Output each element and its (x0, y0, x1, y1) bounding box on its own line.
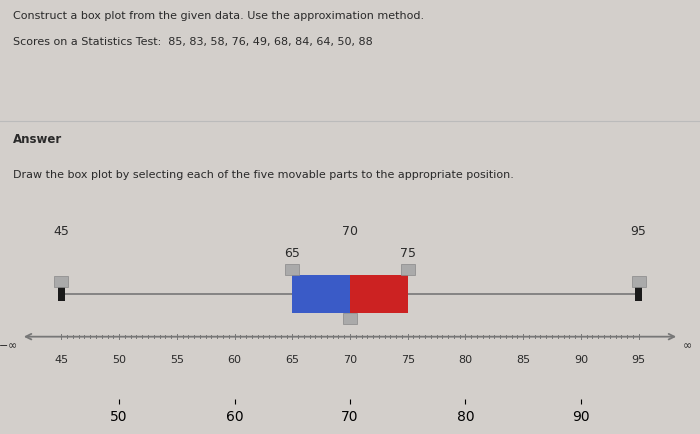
Bar (293, 276, 350, 313)
Text: Draw the box plot by selecting each of the five movable parts to the appropriate: Draw the box plot by selecting each of t… (13, 169, 514, 179)
Text: 55: 55 (170, 354, 184, 364)
Text: Scores on a Statistics Test:  85, 83, 58, 76, 49, 68, 84, 64, 50, 88: Scores on a Statistics Test: 85, 83, 58,… (13, 37, 372, 47)
Text: $-\infty$: $-\infty$ (0, 339, 18, 349)
Text: Construct a box plot from the given data. Use the approximation method.: Construct a box plot from the given data… (13, 11, 424, 21)
Bar (343, 313, 357, 324)
Bar (286, 265, 299, 276)
Text: 50: 50 (112, 354, 126, 364)
Text: 65: 65 (286, 354, 300, 364)
Bar (350, 276, 407, 313)
Text: 45: 45 (55, 354, 69, 364)
Bar (631, 276, 645, 287)
Text: 70: 70 (343, 354, 357, 364)
Text: 85: 85 (516, 354, 530, 364)
Bar (636, 287, 642, 302)
Text: 45: 45 (53, 224, 69, 237)
Text: Answer: Answer (13, 132, 62, 145)
Text: 60: 60 (228, 354, 241, 364)
Text: 95: 95 (631, 224, 647, 237)
Text: 75: 75 (400, 247, 416, 260)
Text: $\infty$: $\infty$ (682, 339, 692, 349)
Bar (58, 287, 64, 302)
Text: 75: 75 (400, 354, 415, 364)
Text: 95: 95 (631, 354, 645, 364)
Bar (55, 276, 69, 287)
Bar (401, 265, 414, 276)
Text: 90: 90 (574, 354, 588, 364)
Text: 65: 65 (284, 247, 300, 260)
Text: 80: 80 (458, 354, 472, 364)
Text: 70: 70 (342, 224, 358, 237)
